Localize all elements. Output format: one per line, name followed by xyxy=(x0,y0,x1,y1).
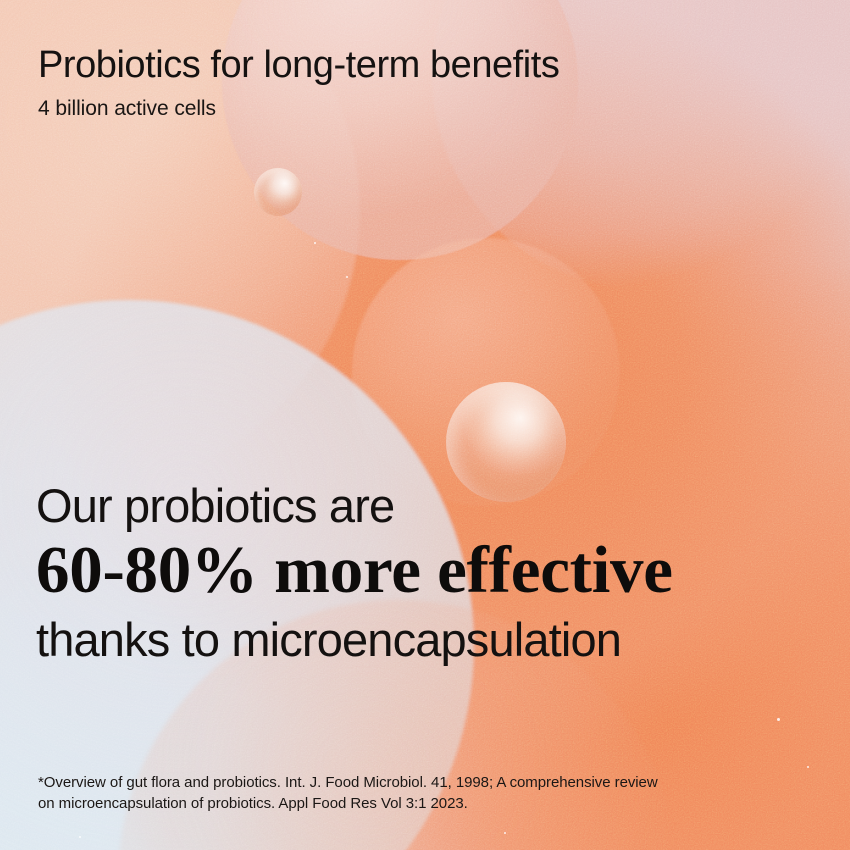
claim-line-lead: Our probiotics are xyxy=(36,479,395,532)
sparkle-dot xyxy=(776,717,780,721)
claim-line-headline: 60-80% more effective xyxy=(36,533,673,607)
sparkle-dot xyxy=(807,766,809,768)
sparkle-dot xyxy=(79,836,81,838)
footnote-line-1: *Overview of gut flora and probiotics. I… xyxy=(38,774,658,791)
bubble-center-large-decor xyxy=(352,238,620,506)
claim-line-trail: thanks to microencapsulation xyxy=(36,613,622,666)
eyebrow-block: Probiotics for long-term benefits 4 bill… xyxy=(38,44,560,121)
page-title: Probiotics for long-term benefits xyxy=(38,44,560,86)
bubble-small-glossy-decor xyxy=(254,168,302,216)
page-subtitle: 4 billion active cells xyxy=(38,96,216,120)
bubble-top-large-decor xyxy=(222,0,578,260)
sparkle-dot xyxy=(504,832,506,834)
claim-block: Our probiotics are 60-80% more effective… xyxy=(36,482,673,663)
sparkle-dot xyxy=(314,242,316,244)
sparkle-dot xyxy=(346,276,348,278)
footnote-block: *Overview of gut flora and probiotics. I… xyxy=(38,772,808,815)
footnote-line-2: on microencapsulation of probiotics. App… xyxy=(38,795,468,813)
